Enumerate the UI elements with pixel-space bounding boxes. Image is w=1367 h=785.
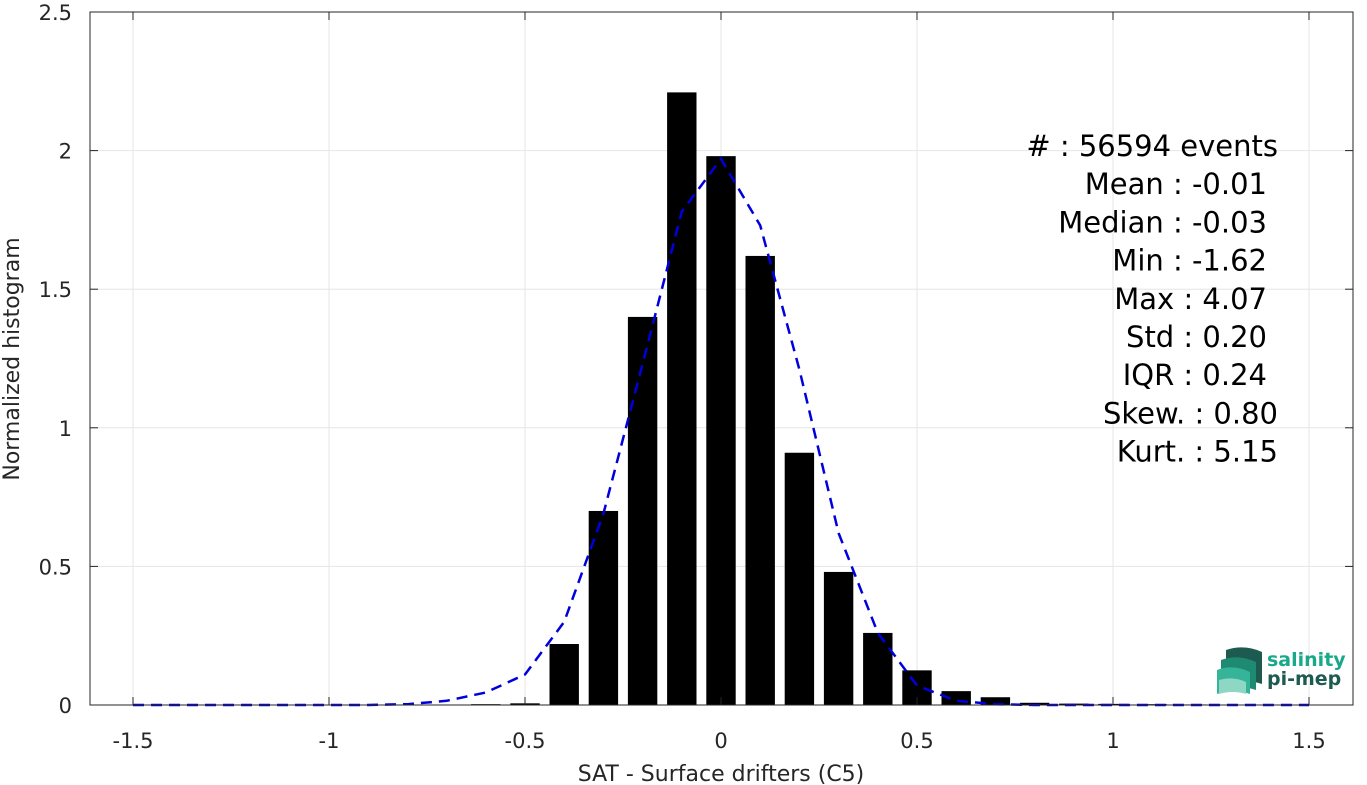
y-tick-label: 0 [59, 694, 72, 718]
y-axis-ticks: 0 0.5 1 1.5 2 2.5 [39, 1, 1353, 718]
stat-line: IQR : 0.24 [1123, 358, 1267, 392]
y-tick-label: 0.5 [39, 555, 72, 579]
y-tick-label: 2 [59, 140, 72, 164]
stat-line: Std : 0.20 [1126, 320, 1267, 354]
logo-line-2: pi-mep [1267, 668, 1341, 690]
histogram-bar [784, 452, 815, 705]
stat-line: Min : -1.62 [1112, 244, 1267, 278]
histogram-bar [627, 316, 658, 705]
logo-line-1: salinity [1267, 649, 1346, 671]
stat-line: Median : -0.03 [1058, 205, 1267, 239]
x-tick-label: -1 [319, 729, 340, 753]
histogram-bars [471, 92, 1207, 706]
y-axis-label: Normalized histogram [0, 237, 25, 480]
fit-curve [133, 156, 1309, 707]
x-axis-ticks: -1.5 -1 -0.5 0 0.5 1 1.5 [113, 12, 1326, 753]
histogram-bar [706, 156, 736, 706]
stat-line: Kurt. : 5.15 [1117, 435, 1278, 469]
y-tick-label: 2.5 [39, 1, 72, 25]
stat-line: # : 56594 events [1026, 129, 1278, 163]
x-tick-label: 0.5 [900, 729, 933, 753]
x-tick-label: 1 [1106, 729, 1119, 753]
x-tick-label: -1.5 [113, 729, 154, 753]
x-axis-label: SAT - Surface drifters (C5) [578, 762, 865, 785]
normal-fit-line [133, 156, 1309, 707]
y-tick-label: 1 [59, 417, 72, 441]
histogram-bar [667, 92, 697, 705]
y-tick-label: 1.5 [39, 278, 72, 302]
x-tick-label: -0.5 [505, 729, 546, 753]
x-tick-label: 1.5 [1292, 729, 1325, 753]
wave-logo-icon [1217, 647, 1262, 694]
histogram-bar [980, 697, 1011, 705]
stat-line: Mean : -0.01 [1085, 167, 1267, 201]
histogram-bar [823, 571, 854, 705]
x-tick-label: 0 [714, 729, 727, 753]
statistics-annotation: # : 56594 events Mean : -0.01 Median : -0.… [1026, 129, 1278, 469]
histogram-bar [863, 632, 893, 705]
histogram-bar [549, 644, 579, 705]
stat-line: Skew. : 0.80 [1103, 396, 1278, 430]
stat-line: Max : 4.07 [1114, 282, 1267, 316]
salinity-pi-mep-logo: salinity pi-mep [1217, 647, 1346, 694]
histogram-bar [745, 255, 775, 705]
